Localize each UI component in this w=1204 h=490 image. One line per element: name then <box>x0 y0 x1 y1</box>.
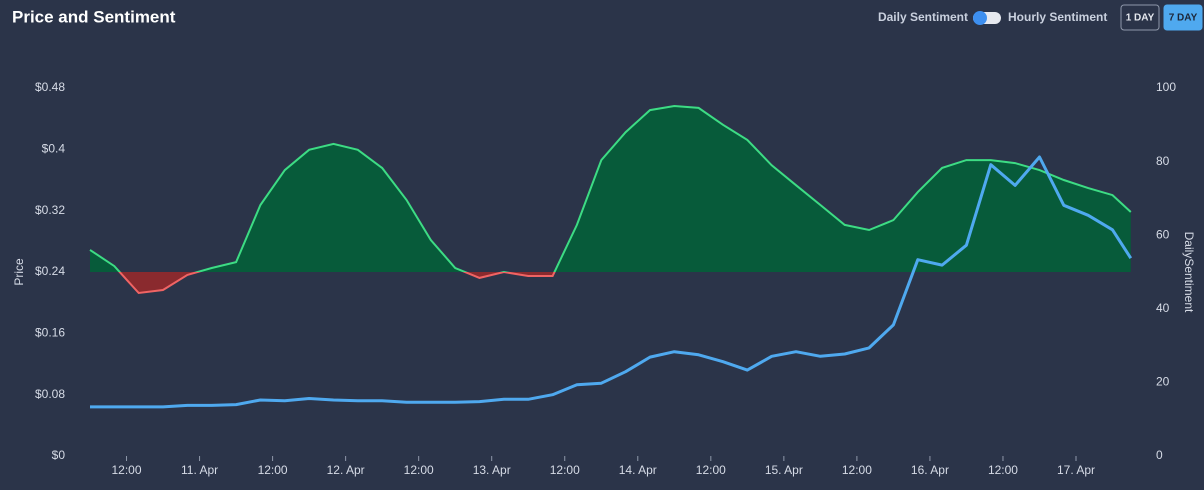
y-tick-label: $0.24 <box>35 264 65 278</box>
y2-tick-label: 20 <box>1156 375 1170 389</box>
x-tick-label: 12:00 <box>404 463 434 477</box>
range-button-label[interactable]: 1 DAY <box>1126 13 1155 24</box>
sentiment-area-positive <box>90 106 1131 272</box>
x-tick-label: 16. Apr <box>911 463 949 477</box>
x-tick-label: 12:00 <box>988 463 1018 477</box>
x-tick-label: 11. Apr <box>181 463 218 477</box>
range-button-label[interactable]: 7 DAY <box>1169 13 1198 24</box>
y2-tick-label: 40 <box>1156 301 1170 315</box>
toggle-label[interactable]: Hourly Sentiment <box>1008 10 1107 24</box>
x-tick-label: 14. Apr <box>619 463 657 477</box>
x-tick-label: 12:00 <box>550 463 580 477</box>
price-line <box>90 155 1133 409</box>
y-tick-label: $0.16 <box>35 326 65 340</box>
x-tick-label: 17. Apr <box>1057 463 1095 477</box>
y2-axis-title: DailySentiment <box>1182 232 1196 313</box>
y-tick-label: $0.4 <box>42 142 66 156</box>
y-tick-label: $0.08 <box>35 387 65 401</box>
x-tick-label: 12:00 <box>842 463 872 477</box>
y-axis-title: Price <box>12 258 26 286</box>
y2-tick-label: 0 <box>1156 448 1163 462</box>
toggle-knob[interactable] <box>973 11 987 25</box>
x-tick-label: 12:00 <box>696 463 726 477</box>
x-tick-label: 12:00 <box>112 463 142 477</box>
x-tick-label: 12. Apr <box>327 463 365 477</box>
range-button[interactable] <box>1120 4 1160 31</box>
toggle-label[interactable]: Daily Sentiment <box>878 10 968 24</box>
y-tick-label: $0.48 <box>35 80 65 94</box>
y2-tick-label: 100 <box>1156 80 1176 94</box>
chart-title: Price and Sentiment <box>12 7 176 26</box>
y-tick-label: $0 <box>52 448 66 462</box>
x-tick-label: 13. Apr <box>473 463 511 477</box>
y-tick-label: $0.32 <box>35 203 65 217</box>
x-tick-label: 12:00 <box>258 463 288 477</box>
y2-tick-label: 60 <box>1156 227 1170 241</box>
range-button[interactable] <box>1163 4 1203 31</box>
x-tick-label: 15. Apr <box>765 463 803 477</box>
sentiment-line-positive <box>89 104 1132 272</box>
y2-tick-label: 80 <box>1156 154 1170 168</box>
